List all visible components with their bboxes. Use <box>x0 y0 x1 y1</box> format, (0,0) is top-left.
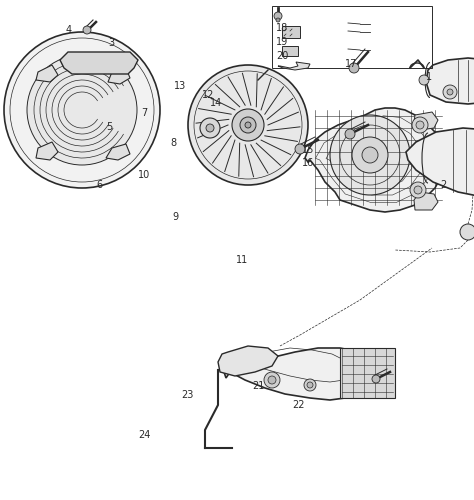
Polygon shape <box>414 112 438 130</box>
Text: 22: 22 <box>292 400 305 410</box>
Text: 10: 10 <box>138 170 151 180</box>
Circle shape <box>345 129 355 139</box>
Circle shape <box>307 382 313 388</box>
Circle shape <box>276 18 280 22</box>
Circle shape <box>410 182 426 198</box>
Circle shape <box>27 55 137 165</box>
Circle shape <box>443 85 457 99</box>
Text: 23: 23 <box>181 390 193 400</box>
Circle shape <box>200 118 220 138</box>
Circle shape <box>330 115 410 195</box>
Circle shape <box>352 137 388 173</box>
Bar <box>282 26 300 38</box>
Circle shape <box>372 375 380 383</box>
Circle shape <box>274 12 282 20</box>
Circle shape <box>206 124 214 132</box>
Circle shape <box>83 26 91 34</box>
Text: 7: 7 <box>141 108 148 118</box>
Polygon shape <box>106 144 130 160</box>
Text: 24: 24 <box>138 430 151 440</box>
Polygon shape <box>218 346 278 376</box>
Text: 15: 15 <box>302 145 314 155</box>
Circle shape <box>447 89 453 95</box>
Text: 21: 21 <box>252 381 264 391</box>
Polygon shape <box>414 192 438 210</box>
Polygon shape <box>36 142 58 160</box>
Polygon shape <box>36 65 58 82</box>
Text: 20: 20 <box>276 51 289 61</box>
Text: 5: 5 <box>106 122 112 132</box>
Text: 17: 17 <box>345 59 357 69</box>
Text: 16: 16 <box>302 158 314 168</box>
Text: 9: 9 <box>173 212 178 222</box>
Circle shape <box>304 379 316 391</box>
Bar <box>340 348 395 398</box>
Polygon shape <box>278 62 310 70</box>
Polygon shape <box>406 128 474 198</box>
Circle shape <box>240 117 256 133</box>
Text: 3: 3 <box>109 38 114 48</box>
Bar <box>282 46 298 56</box>
Text: 12: 12 <box>202 90 215 100</box>
Circle shape <box>245 122 251 128</box>
Polygon shape <box>305 108 445 212</box>
Circle shape <box>188 65 308 185</box>
Circle shape <box>412 117 428 133</box>
Text: 19: 19 <box>276 37 289 47</box>
Text: 1: 1 <box>426 72 432 83</box>
Circle shape <box>4 32 160 188</box>
Circle shape <box>362 147 378 163</box>
Text: 4: 4 <box>66 25 72 35</box>
Text: 18: 18 <box>276 23 289 33</box>
Polygon shape <box>426 58 474 104</box>
Circle shape <box>419 75 429 85</box>
Circle shape <box>349 63 359 73</box>
Polygon shape <box>60 52 138 74</box>
Text: 8: 8 <box>170 138 176 147</box>
Circle shape <box>460 224 474 240</box>
Bar <box>272 6 432 68</box>
Circle shape <box>268 376 276 384</box>
Circle shape <box>232 109 264 141</box>
Polygon shape <box>108 68 130 84</box>
Circle shape <box>414 186 422 194</box>
Text: 14: 14 <box>210 98 222 108</box>
Polygon shape <box>224 348 395 400</box>
Circle shape <box>416 121 424 129</box>
Circle shape <box>264 372 280 388</box>
Circle shape <box>295 144 305 154</box>
Text: 6: 6 <box>97 180 102 190</box>
Text: 13: 13 <box>174 81 186 91</box>
Text: 11: 11 <box>236 255 248 265</box>
Text: 2: 2 <box>440 180 447 190</box>
